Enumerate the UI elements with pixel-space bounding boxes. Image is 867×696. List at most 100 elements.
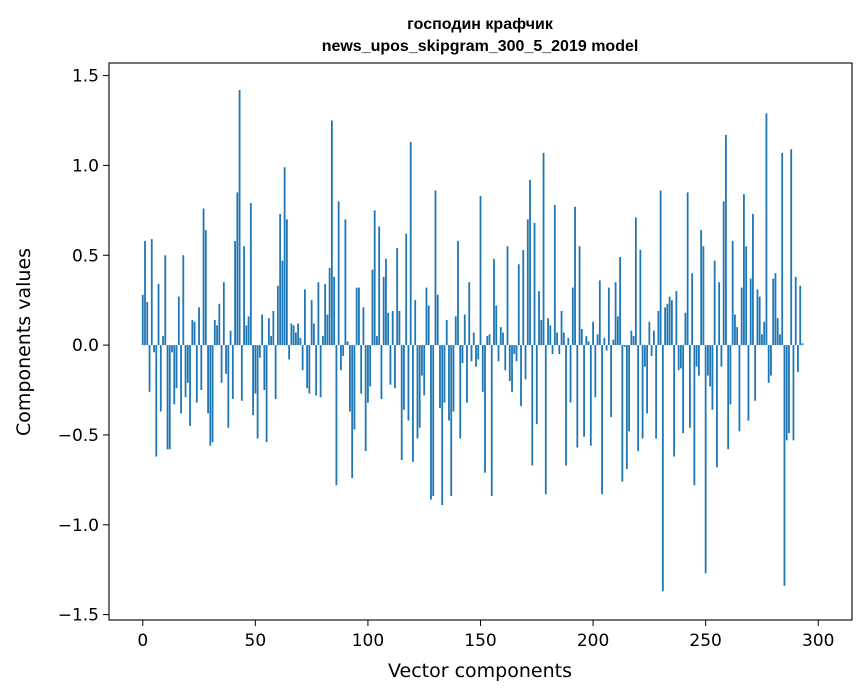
bar-13 [171, 345, 173, 353]
bar-250 [704, 345, 707, 574]
bar-91 [346, 341, 349, 346]
bar-20 [186, 345, 189, 383]
bar-265 [738, 345, 741, 432]
bar-198 [587, 341, 590, 346]
bar-112 [394, 345, 396, 389]
bar-260 [727, 345, 730, 450]
x-tick-label: 50 [245, 631, 267, 651]
y-tick-label: −1.5 [58, 606, 99, 626]
bar-255 [716, 345, 718, 468]
bar-51 [256, 345, 259, 439]
bar-273 [756, 289, 759, 346]
bar-210 [614, 282, 617, 346]
bar-53 [261, 314, 263, 346]
bar-281 [774, 273, 777, 346]
bar-227 [652, 330, 655, 346]
bar-145 [468, 282, 471, 346]
bar-252 [709, 345, 712, 387]
bar-147 [472, 332, 475, 346]
bar-26 [200, 345, 203, 391]
bar-23 [193, 321, 196, 346]
bar-190 [569, 345, 572, 403]
bar-220 [637, 345, 640, 452]
bar-191 [571, 287, 574, 346]
bar-144 [466, 345, 468, 403]
bar-74 [308, 345, 311, 394]
bar-48 [249, 203, 252, 346]
bar-115 [400, 345, 403, 461]
bar-286 [785, 345, 788, 441]
bar-280 [772, 278, 775, 346]
bar-88 [340, 345, 342, 371]
bar-65 [288, 345, 291, 360]
bar-108 [385, 258, 387, 346]
bar-177 [540, 319, 543, 346]
bar-131 [436, 294, 439, 346]
bar-287 [788, 345, 790, 434]
bar-175 [535, 345, 538, 425]
bar-201 [594, 345, 597, 398]
bar-60 [276, 285, 279, 346]
bar-120 [412, 345, 414, 462]
bar-97 [360, 345, 363, 394]
y-tick-label: 1.5 [72, 67, 99, 87]
y-tick-label: 0.5 [72, 246, 99, 266]
bar-14 [173, 345, 176, 405]
bar-293 [801, 343, 804, 346]
bar-209 [612, 339, 615, 346]
bar-52 [258, 345, 261, 358]
bar-87 [337, 201, 340, 346]
bar-76 [312, 323, 315, 346]
bar-223 [643, 345, 646, 367]
bar-226 [650, 345, 653, 356]
bar-34 [218, 303, 221, 346]
bar-135 [445, 319, 448, 346]
bar-130 [434, 190, 437, 346]
bar-58 [272, 310, 275, 346]
bar-80 [321, 336, 324, 346]
bar-59 [274, 345, 277, 399]
bar-31 [211, 345, 214, 443]
bar-106 [380, 345, 383, 399]
bar-15 [175, 345, 178, 389]
bar-116 [403, 345, 405, 410]
bar-242 [686, 192, 689, 346]
bar-42 [236, 192, 239, 346]
bar-68 [294, 332, 297, 346]
bar-244 [691, 273, 694, 346]
bar-206 [605, 345, 608, 351]
bar-82 [326, 314, 329, 346]
bar-239 [679, 345, 682, 369]
bar-240 [682, 345, 685, 434]
bar-256 [718, 282, 721, 346]
bar-194 [578, 246, 581, 346]
y-tick-label: 1.0 [72, 156, 99, 176]
bars-group [141, 89, 804, 592]
bar-44 [240, 345, 243, 401]
bar-283 [779, 334, 781, 346]
bar-218 [632, 336, 635, 346]
bar-121 [414, 300, 417, 346]
bar-188 [565, 345, 567, 466]
bar-235 [670, 300, 673, 346]
bar-136 [448, 345, 450, 421]
bar-45 [243, 246, 245, 346]
bar-219 [634, 217, 637, 346]
bar-83 [328, 267, 331, 346]
bar-7 [157, 284, 160, 346]
bar-199 [589, 345, 592, 446]
bar-6 [155, 345, 158, 457]
bar-245 [693, 345, 696, 486]
bar-189 [567, 337, 570, 346]
bar-86 [335, 345, 338, 486]
bar-96 [358, 287, 360, 346]
bar-261 [729, 345, 732, 405]
bar-10 [164, 255, 167, 346]
bar-158 [497, 345, 500, 362]
bar-110 [389, 345, 392, 385]
axes-group: 0 50 100 150 200 250 300 −1.5 −1.0 −0.5 0.0 0.5 1.0 1… [58, 62, 853, 651]
bar-155 [490, 345, 493, 497]
bar-78 [317, 282, 320, 346]
bar-267 [743, 194, 745, 346]
